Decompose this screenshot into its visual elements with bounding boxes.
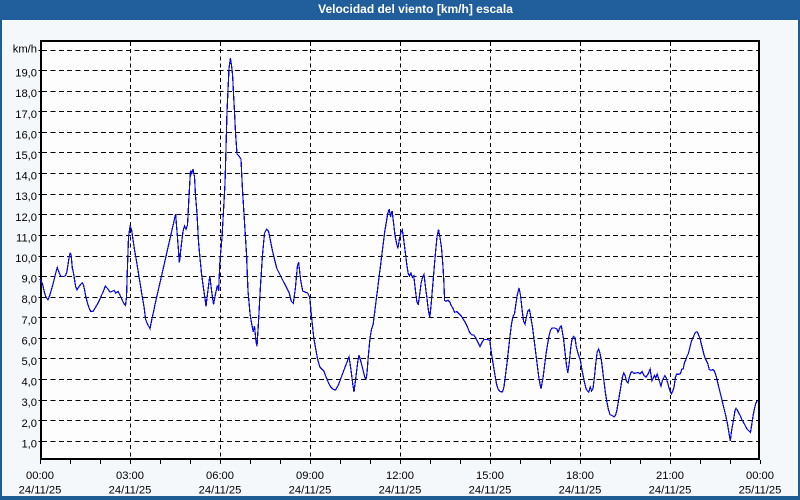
- svg-text:12:00: 12:00: [386, 470, 414, 482]
- svg-text:11,0: 11,0: [16, 232, 37, 244]
- svg-text:18:00: 18:00: [566, 470, 594, 482]
- svg-text:3,0: 3,0: [21, 397, 37, 409]
- svg-text:17,0: 17,0: [15, 109, 37, 121]
- svg-text:00:00: 00:00: [26, 470, 54, 482]
- svg-text:24/11/25: 24/11/25: [559, 485, 602, 497]
- svg-text:09:00: 09:00: [296, 470, 324, 482]
- svg-text:1,0: 1,0: [21, 438, 37, 450]
- svg-text:24/11/25: 24/11/25: [19, 485, 62, 497]
- svg-text:06:00: 06:00: [206, 470, 234, 482]
- svg-text:8,0: 8,0: [21, 294, 37, 306]
- svg-text:2,0: 2,0: [21, 418, 37, 430]
- svg-text:9,0: 9,0: [21, 274, 37, 286]
- svg-text:24/11/25: 24/11/25: [289, 485, 332, 497]
- svg-text:19,0: 19,0: [15, 68, 37, 80]
- svg-text:24/11/25: 24/11/25: [379, 485, 422, 497]
- svg-text:24/11/25: 24/11/25: [109, 485, 152, 497]
- svg-text:4,0: 4,0: [21, 377, 37, 389]
- svg-text:25/11/25: 25/11/25: [739, 485, 782, 497]
- svg-text:6,0: 6,0: [21, 335, 37, 347]
- svg-text:18,0: 18,0: [15, 88, 37, 100]
- svg-text:14,0: 14,0: [15, 171, 37, 183]
- svg-text:24/11/25: 24/11/25: [649, 485, 692, 497]
- svg-text:10,0: 10,0: [15, 253, 37, 265]
- svg-text:24/11/25: 24/11/25: [469, 485, 512, 497]
- svg-text:15:00: 15:00: [476, 470, 504, 482]
- svg-text:13,0: 13,0: [15, 191, 37, 203]
- svg-text:km/h: km/h: [13, 43, 37, 55]
- svg-text:5,0: 5,0: [21, 356, 37, 368]
- svg-text:24/11/25: 24/11/25: [199, 485, 242, 497]
- svg-text:12,0: 12,0: [15, 212, 37, 224]
- svg-text:00:00: 00:00: [746, 470, 774, 482]
- svg-text:16,0: 16,0: [15, 129, 37, 141]
- svg-text:15,0: 15,0: [15, 150, 37, 162]
- svg-text:7,0: 7,0: [21, 315, 37, 327]
- svg-text:03:00: 03:00: [116, 470, 144, 482]
- svg-text:21:00: 21:00: [656, 470, 684, 482]
